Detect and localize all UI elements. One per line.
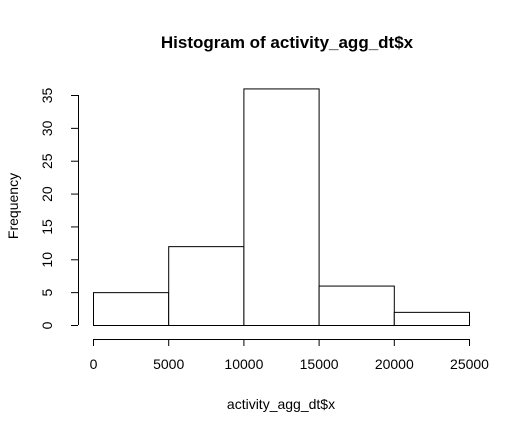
histogram-bar-1 xyxy=(168,246,245,326)
histogram-bar-4 xyxy=(393,311,470,327)
y-axis-label: Frequency xyxy=(5,173,21,239)
x-axis-label: activity_agg_dt$x xyxy=(227,396,335,412)
x-tick-label: 20000 xyxy=(375,356,414,372)
y-tick-label: 30 xyxy=(39,120,55,136)
y-tick-label: 0 xyxy=(39,321,55,329)
histogram-bar-0 xyxy=(93,292,170,326)
histogram-bar-3 xyxy=(318,285,395,327)
y-tick-label: 10 xyxy=(39,252,55,268)
y-axis: 0 5 10 15 20 25 30 35 xyxy=(39,88,79,329)
x-tick-label: 10000 xyxy=(224,356,263,372)
y-tick-label: 15 xyxy=(39,219,55,235)
y-tick-label: 35 xyxy=(39,88,55,104)
y-tick-label: 5 xyxy=(39,289,55,297)
x-tick-label: 5000 xyxy=(153,356,184,372)
chart-title: Histogram of activity_agg_dt$x xyxy=(161,33,414,52)
x-tick-label: 15000 xyxy=(300,356,339,372)
bars-group xyxy=(93,88,470,327)
x-tick-label: 0 xyxy=(90,356,98,372)
histogram-bar-2 xyxy=(243,88,320,326)
x-axis: 0 5000 10000 15000 20000 25000 xyxy=(90,339,489,372)
x-tick-label: 25000 xyxy=(450,356,489,372)
y-tick-label: 20 xyxy=(39,186,55,202)
y-tick-label: 25 xyxy=(39,153,55,169)
